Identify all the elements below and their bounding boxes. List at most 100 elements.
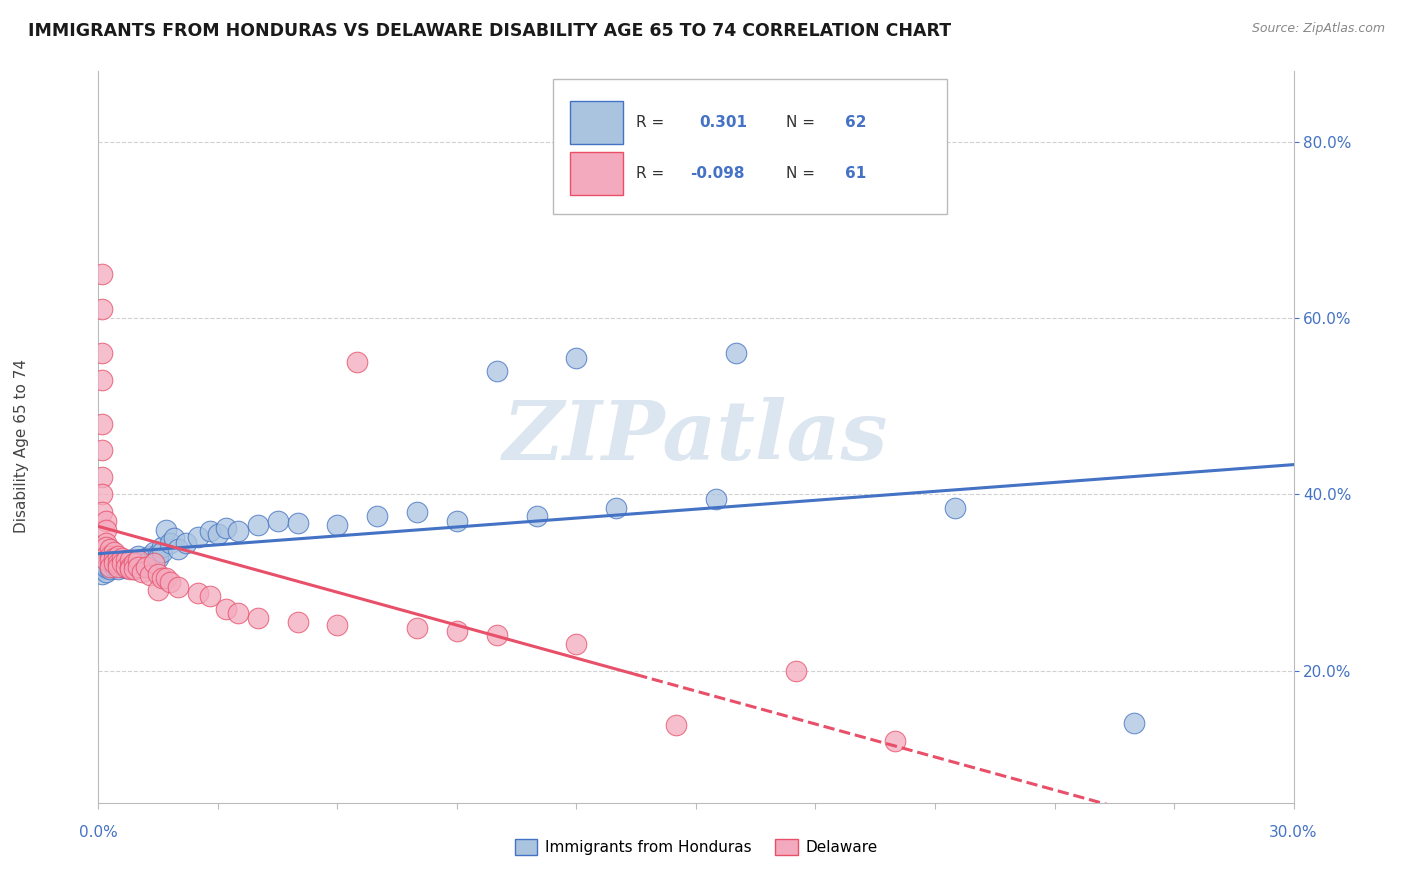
Point: [198, 524, 221, 539]
Point: [91, 505, 114, 519]
Point: [120, 559, 142, 574]
Point: [96, 523, 118, 537]
Point: [150, 540, 173, 554]
Point: [98, 559, 122, 574]
Point: [148, 566, 170, 581]
Text: -0.098: -0.098: [690, 166, 745, 181]
Point: [163, 532, 186, 546]
Point: [406, 621, 429, 635]
Point: [148, 547, 170, 561]
Point: [1123, 716, 1146, 731]
Point: [111, 559, 134, 574]
Point: [127, 559, 149, 574]
Point: [91, 267, 114, 281]
Point: [406, 505, 429, 519]
Point: [287, 516, 309, 530]
Point: [135, 556, 157, 570]
Point: [704, 491, 727, 506]
Point: [446, 514, 468, 528]
Point: [111, 550, 134, 565]
Point: [107, 556, 129, 570]
Text: 0.0%: 0.0%: [79, 825, 118, 840]
Point: [124, 556, 146, 570]
Point: [150, 571, 173, 585]
Point: [135, 550, 157, 565]
Point: [91, 417, 114, 431]
Point: [103, 556, 125, 570]
Point: [115, 553, 138, 567]
Point: [107, 549, 129, 563]
Point: [884, 734, 907, 748]
Point: [366, 509, 388, 524]
Point: [155, 523, 177, 537]
Point: [96, 536, 118, 550]
Point: [605, 500, 627, 515]
Point: [98, 541, 122, 556]
Point: [187, 530, 209, 544]
FancyBboxPatch shape: [571, 153, 623, 195]
Point: [167, 580, 190, 594]
Point: [215, 602, 238, 616]
Point: [159, 575, 181, 590]
Text: 30.0%: 30.0%: [1270, 825, 1317, 840]
Text: R =: R =: [637, 115, 669, 130]
Point: [91, 562, 114, 576]
Point: [143, 556, 166, 570]
Point: [246, 611, 269, 625]
Point: [115, 561, 138, 575]
Point: [120, 553, 142, 567]
Point: [98, 549, 122, 563]
Point: [91, 443, 114, 458]
Point: [207, 527, 229, 541]
Point: [226, 607, 249, 621]
Point: [127, 553, 149, 567]
FancyBboxPatch shape: [553, 78, 948, 214]
Point: [148, 550, 170, 565]
Point: [187, 586, 209, 600]
Point: [135, 559, 157, 574]
Point: [91, 373, 114, 387]
Point: [174, 536, 197, 550]
Point: [446, 624, 468, 638]
Point: [91, 558, 114, 572]
Point: [96, 556, 118, 570]
Point: [150, 544, 173, 558]
Point: [565, 637, 588, 651]
Point: [115, 559, 138, 574]
Point: [96, 549, 118, 563]
Point: [131, 559, 153, 574]
Point: [107, 556, 129, 570]
FancyBboxPatch shape: [571, 101, 623, 145]
Point: [96, 561, 118, 575]
Point: [346, 355, 368, 369]
Point: [131, 565, 153, 579]
Point: [215, 521, 238, 535]
Point: [98, 562, 122, 576]
Point: [226, 524, 249, 539]
Point: [115, 556, 138, 570]
Point: [107, 559, 129, 574]
Point: [124, 562, 146, 576]
Text: N =: N =: [786, 166, 820, 181]
Point: [143, 544, 166, 558]
Point: [103, 544, 125, 558]
Point: [91, 346, 114, 360]
Point: [526, 509, 548, 524]
Point: [96, 553, 118, 567]
Point: [120, 559, 142, 574]
Text: 61: 61: [845, 166, 866, 181]
Text: IMMIGRANTS FROM HONDURAS VS DELAWARE DISABILITY AGE 65 TO 74 CORRELATION CHART: IMMIGRANTS FROM HONDURAS VS DELAWARE DIS…: [28, 22, 952, 40]
Point: [98, 553, 122, 567]
Point: [91, 553, 114, 567]
Point: [326, 518, 349, 533]
Point: [139, 568, 162, 582]
Point: [111, 556, 134, 570]
Point: [127, 549, 149, 563]
Point: [139, 549, 162, 563]
Point: [131, 553, 153, 567]
Legend: Immigrants from Honduras, Delaware: Immigrants from Honduras, Delaware: [509, 833, 883, 861]
Point: [155, 571, 177, 585]
Point: [246, 518, 269, 533]
Point: [124, 562, 146, 576]
Point: [103, 558, 125, 572]
